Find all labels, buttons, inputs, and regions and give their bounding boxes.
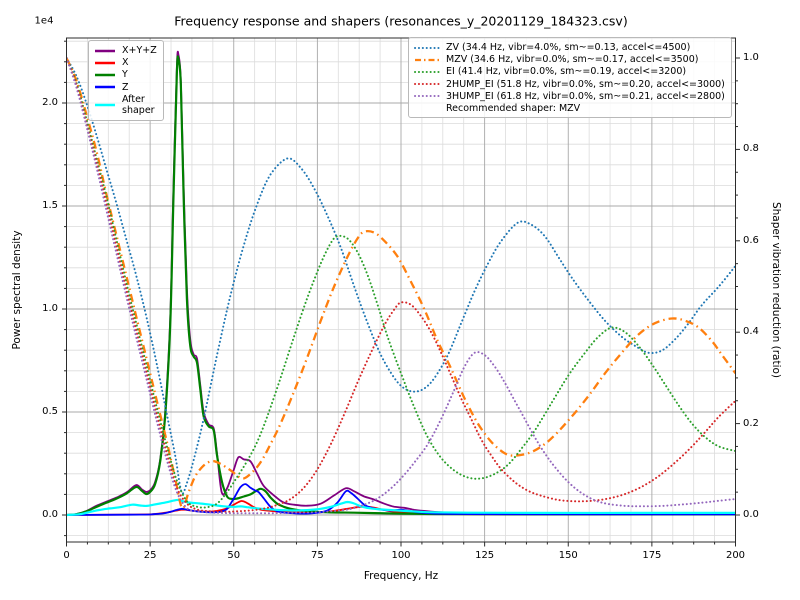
chart-title: Frequency response and shapers (resonanc…: [174, 13, 628, 29]
legend-shapers: ZV (34.4 Hz, vibr=4.0%, sm~=0.13, accel<…: [408, 37, 732, 119]
curve-psd-after-shaper: [66, 498, 736, 517]
curve-shaper-zv: [66, 57, 736, 495]
legend-line-sample: [95, 73, 115, 77]
legend-item-label: After shaper: [122, 93, 155, 117]
legend-line-sample: [95, 49, 115, 52]
y-right-tick-label-0.8: 0.8: [743, 143, 759, 155]
legend-item-label: Z: [122, 81, 129, 93]
y-left-tick-label-1.5: 1.5: [42, 200, 58, 211]
legend-line-sample: [414, 95, 440, 98]
x-tick-label-50: 50: [227, 550, 241, 561]
legend-psd: X+Y+Z X Y Z After shaper: [88, 40, 164, 122]
legend-item-ei: EI (41.4 Hz, vibr=0.0%, sm~=0.19, accel<…: [414, 66, 725, 77]
legend-item-x: X: [94, 57, 157, 68]
x-tick-label-100: 100: [391, 550, 411, 561]
x-tick-label-200: 200: [725, 550, 746, 561]
x-axis-label: Frequency, Hz: [363, 570, 439, 582]
legend-item-label: 3HUMP_EI (61.8 Hz, vibr=0.0%, sm~=0.21, …: [446, 90, 725, 102]
legend-recommended-shaper: Recommended shaper: MZV: [446, 103, 581, 115]
y-left-tick-label-0.0: 0.0: [42, 509, 58, 520]
x-tick-label-125: 125: [475, 550, 495, 561]
y-right-tick-label-0.6: 0.6: [743, 234, 759, 246]
legend-line-sample: [95, 85, 115, 89]
curve-shaper-mzv: [66, 57, 736, 510]
legend-item-label: X: [122, 57, 129, 69]
curves: [66, 50, 736, 517]
x-tick-label-175: 175: [642, 550, 662, 561]
legend-item-label: MZV (34.6 Hz, vibr=0.0%, sm~=0.17, accel…: [446, 54, 699, 66]
y-right-tick-label-0.0: 0.0: [743, 509, 759, 520]
x-tick-label-150: 150: [558, 550, 578, 561]
legend-line-sample: [95, 103, 115, 107]
y-axis-offset-label: 1e4: [34, 15, 54, 27]
legend-item-zv: ZV (34.4 Hz, vibr=4.0%, sm~=0.13, accel<…: [414, 42, 725, 53]
curve-shaper-2hump-ei: [66, 57, 736, 513]
legend-item-label: 2HUMP_EI (51.8 Hz, vibr=0.0%, sm~=0.20, …: [446, 78, 725, 90]
legend-item-label: ZV (34.4 Hz, vibr=4.0%, sm~=0.13, accel<…: [446, 42, 691, 53]
legend-line-sample: [415, 58, 439, 61]
legend-item-label: X+Y+Z: [122, 45, 157, 56]
legend-item-mzv: MZV (34.6 Hz, vibr=0.0%, sm~=0.17, accel…: [414, 54, 725, 65]
y-right-tick-label-0.4: 0.4: [743, 326, 759, 338]
legend-line-sample: [414, 71, 440, 73]
curve-shaper-3hump-ei: [66, 57, 736, 515]
legend-line-sample: [95, 61, 115, 65]
legend-item-2hump-ei: 2HUMP_EI (51.8 Hz, vibr=0.0%, sm~=0.20, …: [414, 79, 725, 90]
y-right-tick-label-0.2: 0.2: [743, 417, 759, 429]
legend-item-z: Z: [94, 82, 157, 93]
grid-lines: [66, 38, 736, 542]
legend-item-label: EI (41.4 Hz, vibr=0.0%, sm~=0.19, accel<…: [446, 66, 687, 78]
y-axis-right-label: Shaper vibration reduction (ratio): [770, 201, 782, 379]
legend-item-x-y-z: X+Y+Z: [94, 45, 157, 56]
x-tick-label-75: 75: [311, 550, 324, 561]
y-left-tick-label-1.0: 1.0: [42, 303, 58, 314]
x-tick-label-25: 25: [143, 550, 157, 561]
y-left-tick-label-0.5: 0.5: [42, 406, 58, 417]
legend-line-sample: [414, 46, 440, 49]
x-tick-label-0: 0: [63, 550, 70, 561]
axis-ticks: [62, 40, 740, 547]
legend-item-3hump-ei: 3HUMP_EI (61.8 Hz, vibr=0.0%, sm~=0.21, …: [414, 91, 725, 102]
legend-item-y: Y: [94, 69, 157, 80]
y-left-tick-label-2.0: 2.0: [42, 97, 58, 108]
legend-line-sample: [414, 83, 440, 86]
y-right-tick-label-1.0: 1.0: [743, 52, 759, 63]
legend-item-label: Y: [122, 69, 128, 81]
legend-item-after-shaper: After shaper: [94, 94, 157, 116]
y-axis-left-label: Power spectral density: [11, 230, 23, 350]
